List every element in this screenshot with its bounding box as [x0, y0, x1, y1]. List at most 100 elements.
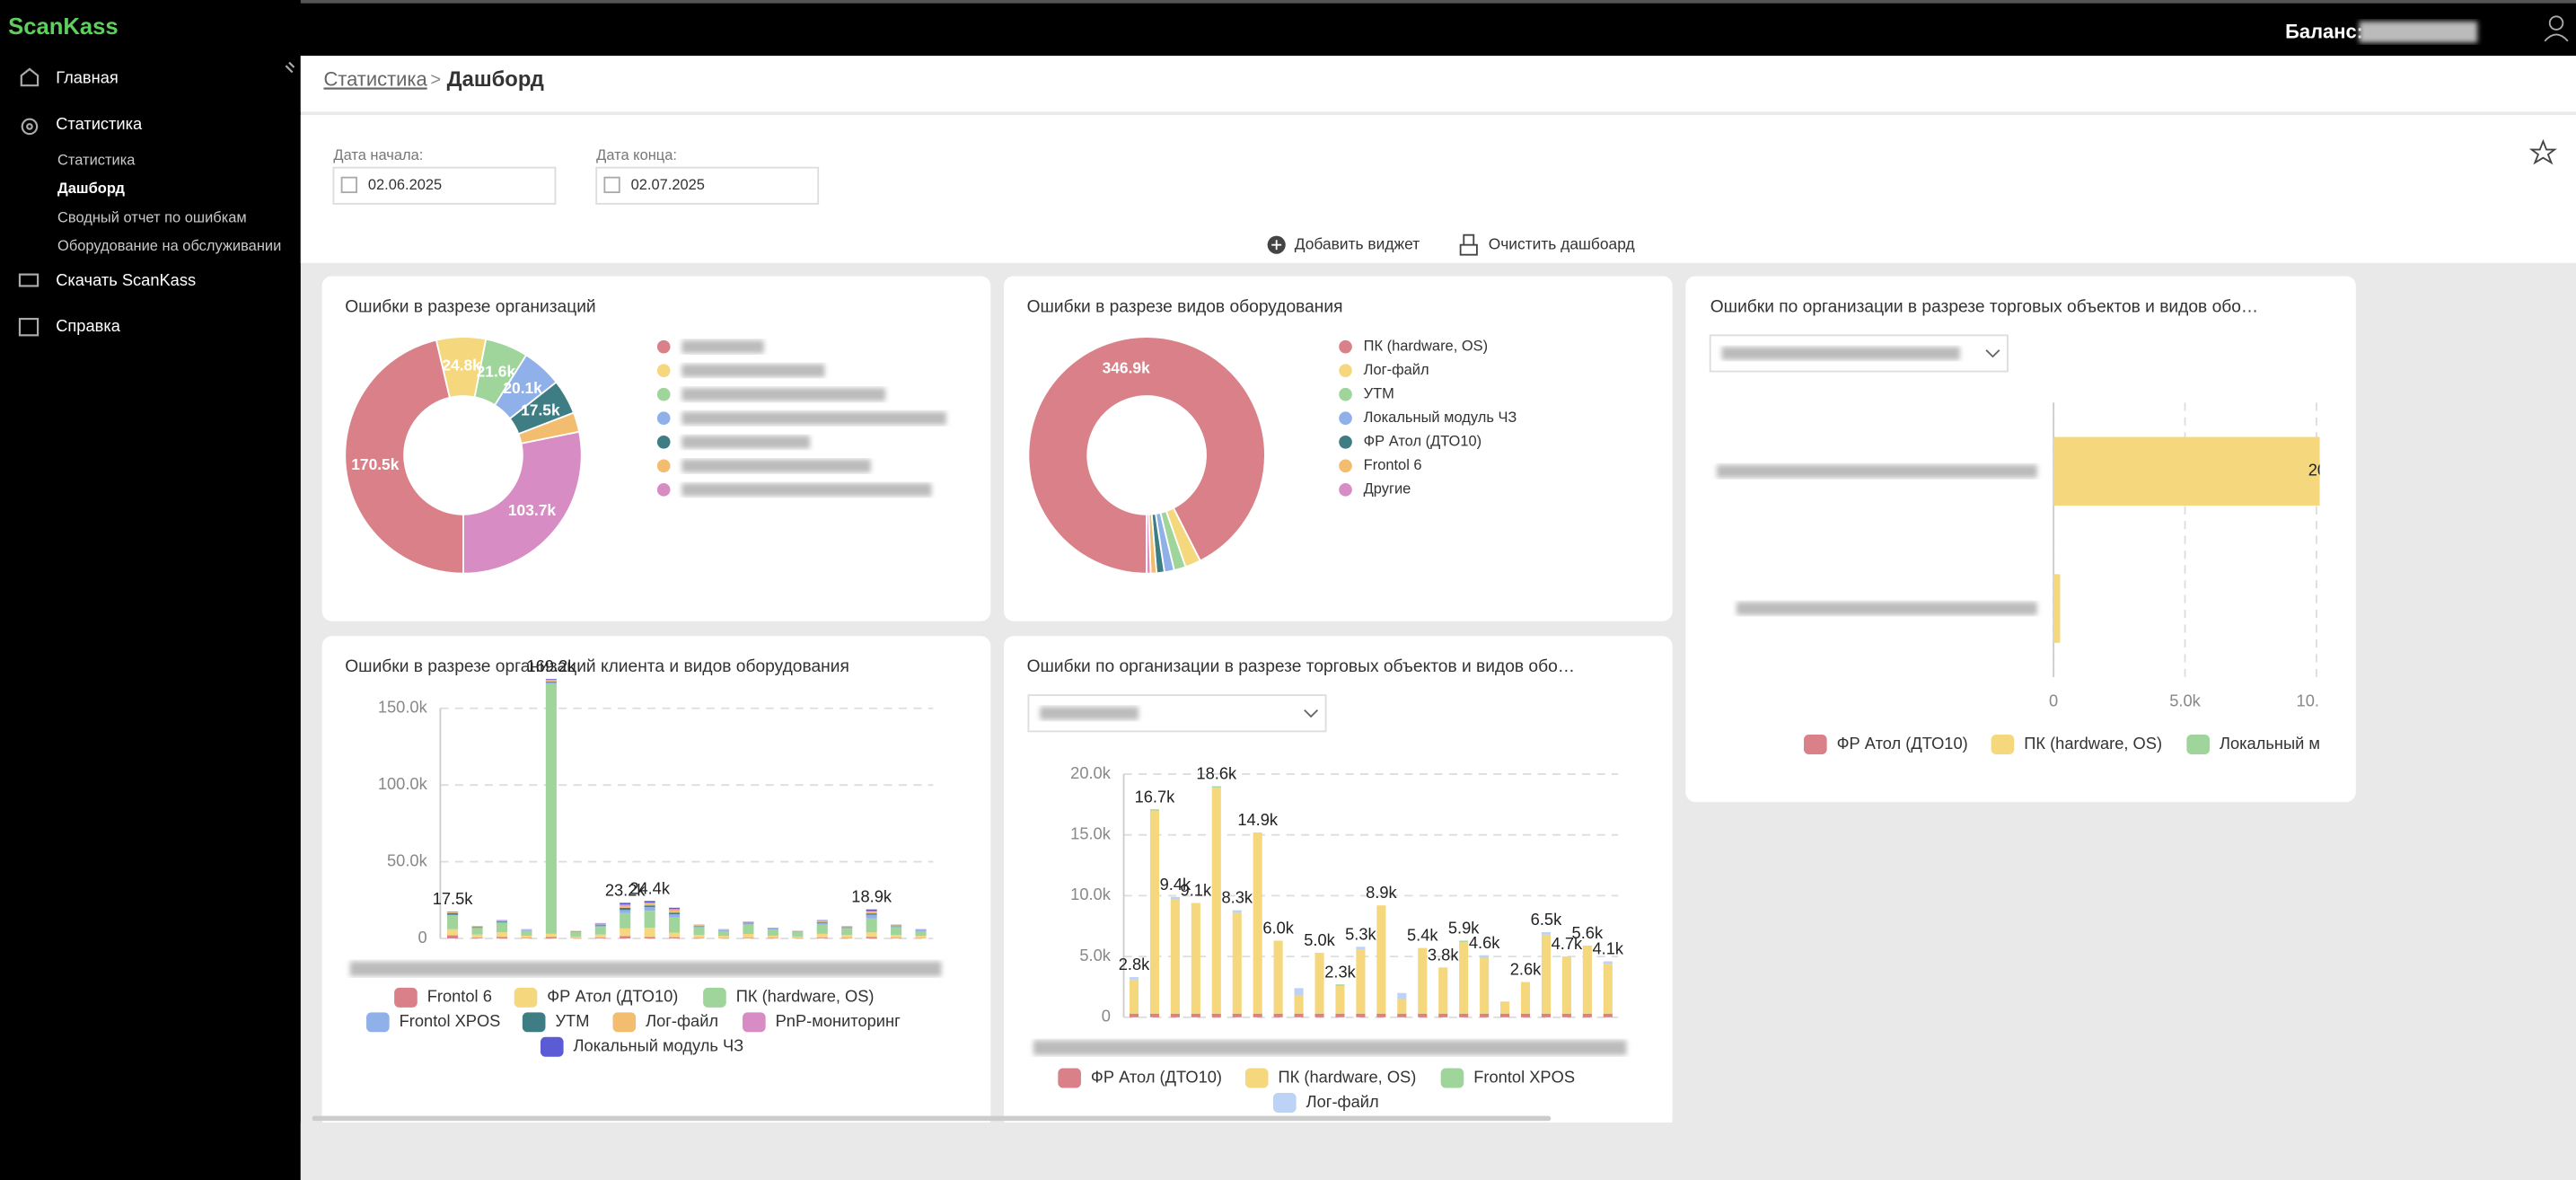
scrollbar[interactable]: [312, 1115, 1552, 1122]
bar-segment: [1480, 1013, 1490, 1017]
legend-label: Локальный модуль ЧЗ: [1364, 409, 1517, 426]
action-button[interactable]: Добавить виджет: [1295, 234, 1420, 252]
legend-swatch: [656, 364, 671, 378]
bar-segment: [1211, 786, 1221, 788]
date-input[interactable]: [332, 166, 557, 205]
bar-segment: [693, 927, 705, 936]
legend-label-blurred: [681, 387, 886, 401]
legend-swatch: [703, 987, 726, 1008]
legend-swatch: [1339, 435, 1352, 449]
bar-segment: [594, 923, 606, 924]
legend-label: Локальный модуль ЧЗ: [574, 1036, 744, 1055]
bar-segment: [1541, 934, 1552, 1014]
legend-swatch: [656, 339, 671, 354]
bar-segment: [1170, 899, 1180, 1014]
legend-label: Лог-файл: [1306, 1092, 1379, 1111]
bar-segment: [570, 931, 582, 937]
bar-segment: [447, 911, 459, 913]
clear-icon[interactable]: [1459, 233, 1478, 256]
bar-segment: [644, 937, 655, 938]
slice-label: 20.1k: [503, 379, 542, 397]
nav-item[interactable]: Главная: [56, 68, 119, 87]
breadcrumb-link[interactable]: Статистика: [323, 67, 427, 90]
bar-segment: [471, 928, 483, 935]
bar-segment: [1480, 957, 1490, 1014]
widget-card: [321, 276, 991, 621]
legend-label-blurred: [681, 411, 946, 426]
legend-swatch: [1339, 483, 1352, 497]
legend-swatch: [656, 459, 671, 473]
bar-segment: [743, 921, 754, 923]
nav-subitem-active[interactable]: Дашборд: [57, 181, 125, 197]
bar-segment: [545, 937, 557, 938]
bar-segment: [669, 907, 681, 910]
legend-swatch: [1440, 1068, 1464, 1088]
data-label: 16.7k: [1135, 787, 1176, 806]
legend-label: Лог-файл: [646, 1011, 718, 1030]
legend-swatch: [1991, 735, 2015, 755]
dropdown[interactable]: [1709, 334, 2009, 373]
bar-segment: [1253, 1013, 1262, 1017]
sidebar: [0, 0, 301, 1180]
data-label: 23.2k: [605, 880, 646, 899]
bar-segment: [891, 925, 902, 927]
bar-segment: [1582, 1013, 1592, 1017]
page-bottom: [300, 1122, 2576, 1180]
bar-segment: [1603, 964, 1613, 1014]
bar-segment: [594, 927, 606, 935]
data-label: 8.9k: [1366, 883, 1397, 902]
bar-segment: [1211, 1013, 1221, 1017]
nav-item[interactable]: Справка: [56, 316, 121, 335]
widget-title: Ошибки по организации в разрезе торговых…: [1027, 657, 1575, 676]
legend-label: Frontol XPOS: [400, 1011, 501, 1030]
nav-item[interactable]: Статистика: [56, 114, 143, 133]
user-icon[interactable]: [2544, 15, 2569, 42]
action-button[interactable]: Очистить дашбоард: [1489, 234, 1635, 252]
bar-segment: [1438, 967, 1448, 1014]
bar-segment: [1541, 1013, 1552, 1017]
bar-segment: [620, 904, 631, 906]
legend-label-blurred: [681, 435, 811, 449]
bar-segment: [841, 929, 853, 936]
add-icon-plus: [1271, 240, 1282, 251]
legend-label-blurred: [681, 459, 871, 473]
x-tick-label: 0: [2049, 691, 2058, 709]
bar-segment: [2053, 574, 2061, 643]
dropdown[interactable]: [1027, 694, 1327, 733]
breadcrumb-separator: >: [430, 70, 441, 90]
legend-swatch: [612, 1012, 637, 1033]
nav-item[interactable]: Скачать ScanKass: [56, 270, 196, 289]
y-tick-label: 5.0k: [1079, 946, 1111, 964]
bar-segment: [693, 935, 705, 938]
logo[interactable]: ScanKass: [8, 14, 118, 40]
legend-swatch: [656, 435, 671, 449]
data-label: 5.3k: [1345, 924, 1376, 943]
bar-segment: [644, 901, 655, 903]
bar-segment: [620, 928, 631, 937]
bar-segment: [1149, 810, 1159, 1014]
bar-segment: [521, 929, 532, 930]
bar-segment: [669, 909, 681, 911]
legend-swatch: [394, 987, 418, 1008]
widget-chart: 346.9k ПК (hardware, OS) Лог-файл УТМ Локаль…: [1027, 336, 1517, 575]
nav-subitem[interactable]: Сводный отчет по ошибкам: [57, 210, 247, 226]
bar-segment: [2053, 436, 2320, 506]
bar-segment: [447, 929, 459, 936]
bar-segment: [496, 932, 508, 938]
nav-subitem[interactable]: Оборудование на обслуживании: [57, 238, 281, 254]
bar-segment: [1438, 1013, 1448, 1017]
bar-segment: [1376, 1013, 1386, 1017]
bar-segment: [1129, 977, 1139, 980]
y-tick-label: 10.0k: [1070, 885, 1112, 903]
bar-segment: [545, 933, 557, 938]
data-label: 8.3k: [1221, 888, 1253, 907]
legend-label: ПК (hardware, OS): [2024, 734, 2162, 753]
nav-subitem[interactable]: Статистика: [57, 153, 136, 169]
bar-segment: [1459, 941, 1469, 1014]
date-input[interactable]: [595, 166, 820, 205]
favorite-star[interactable]: [2528, 138, 2557, 165]
bar-segment: [644, 911, 655, 929]
bar-segment: [866, 909, 877, 911]
bar-segment: [841, 927, 853, 929]
